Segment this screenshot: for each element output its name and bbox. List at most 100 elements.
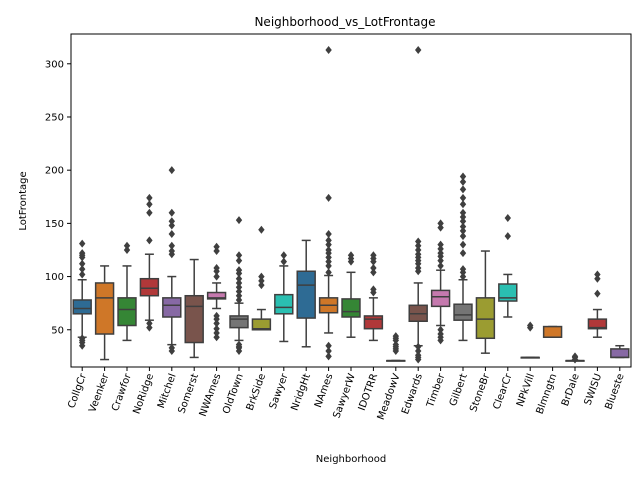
box-mitchel [162, 166, 182, 356]
outlier-point [370, 251, 377, 260]
box-blmngtn [542, 325, 563, 338]
outlier-point [168, 221, 175, 230]
outlier-point [168, 208, 175, 217]
box-stonebr [475, 250, 496, 354]
outlier-point [213, 328, 220, 337]
box-names [318, 45, 339, 361]
outlier-point [594, 289, 601, 298]
box-iqr [296, 270, 316, 319]
outlier-point [235, 340, 243, 349]
outlier-point [79, 249, 86, 258]
outlier-point [370, 268, 377, 277]
outlier-point [235, 283, 243, 292]
box-brkside [251, 225, 272, 331]
box-veenker [94, 265, 115, 361]
outlier-point [325, 268, 332, 277]
outlier-point [168, 166, 175, 175]
outlier-point [437, 240, 444, 249]
outlier-point [213, 272, 220, 281]
outlier-point [168, 343, 175, 352]
outlier-point [213, 264, 220, 273]
box-iqr [341, 298, 361, 318]
plot-area [72, 45, 630, 364]
outlier-point [325, 245, 332, 254]
chart-title: Neighborhood_vs_LotFrontage [254, 15, 435, 29]
outlier-point [325, 253, 332, 262]
outlier-point [370, 264, 377, 273]
outlier-point [79, 239, 86, 248]
outlier-point [213, 319, 220, 328]
box-iqr [251, 318, 272, 331]
box-iqr [498, 283, 518, 302]
axes-frame [70, 33, 632, 368]
outlier-point [213, 247, 220, 256]
box-noridge [139, 193, 160, 332]
outlier-point [459, 208, 467, 217]
outlier-point [459, 265, 467, 274]
outlier-point [437, 256, 444, 265]
box-swisu [587, 270, 608, 338]
outlier-point [325, 257, 332, 266]
outlier-point [325, 45, 332, 54]
outlier-point [79, 270, 86, 279]
box-iqr [94, 282, 115, 335]
x-axis-label: Neighborhood [316, 454, 386, 465]
outlier-point [347, 251, 355, 260]
box-brdale [565, 352, 585, 364]
outlier-point [213, 324, 220, 333]
box-edwards [408, 45, 428, 364]
outlier-point [325, 341, 332, 350]
outlier-point [459, 240, 467, 249]
box-nridght [296, 239, 316, 348]
outlier-point [437, 325, 444, 334]
outlier-point [459, 217, 467, 226]
outlier-point [392, 340, 399, 349]
box-sawyerw [341, 251, 361, 338]
outlier-point [325, 193, 332, 202]
outlier-point [527, 321, 534, 330]
outlier-point [280, 257, 287, 266]
outlier-point [235, 287, 243, 296]
outlier-point [258, 225, 265, 234]
y-tick-label: 150 [45, 219, 64, 230]
outlier-point [325, 230, 332, 239]
box-iqr [587, 318, 608, 330]
box-iqr [139, 277, 160, 297]
outlier-point [415, 351, 422, 360]
box-iqr [184, 294, 204, 344]
outlier-point [437, 330, 444, 339]
y-axis-label: LotFrontage [18, 171, 29, 230]
outlier-point [146, 319, 153, 328]
outlier-point [123, 241, 131, 250]
outlier-point [504, 232, 511, 241]
outlier-point [459, 193, 467, 202]
outlier-point [459, 200, 467, 209]
outlier-point [146, 208, 153, 217]
box-iqr [274, 293, 294, 315]
box-iqr [72, 299, 92, 315]
box-collgcr [72, 239, 92, 350]
outlier-point [392, 332, 399, 341]
box-iqr [475, 297, 496, 340]
box-clearcr [498, 214, 518, 318]
box-iqr [542, 325, 563, 338]
outlier-point [258, 272, 265, 281]
outlier-point [370, 285, 377, 294]
y-tick-label: 300 [45, 59, 64, 70]
outlier-point [168, 241, 175, 250]
outlier-point [146, 200, 153, 209]
box-gilbert [453, 172, 473, 342]
box-iqr [206, 291, 227, 300]
outlier-point [415, 245, 422, 254]
box-timber [430, 219, 451, 345]
y-tick-label: 200 [45, 166, 64, 177]
outlier-point [79, 259, 86, 268]
box-idotrr [363, 251, 384, 342]
outlier-point [459, 226, 467, 235]
outlier-point [79, 334, 86, 343]
outlier-point [437, 223, 444, 232]
outlier-point [415, 241, 422, 250]
outlier-point [168, 247, 175, 256]
box-oldtown [229, 216, 249, 356]
